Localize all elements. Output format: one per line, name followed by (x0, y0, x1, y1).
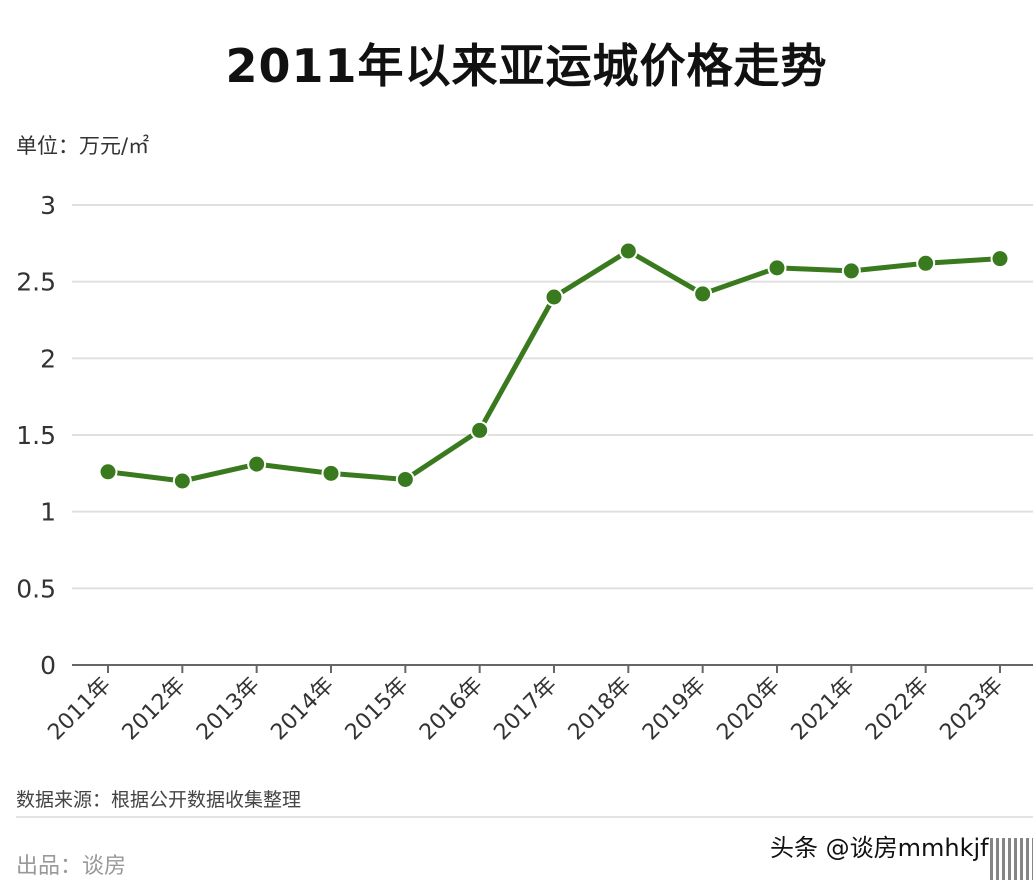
line-chart: 00.511.522.53 2011年 2012年 2013年 2014年 2015年 2… (16, 191, 1033, 745)
data-point (247, 454, 267, 474)
x-tick-label: 2015年 (341, 673, 414, 746)
qr-code-icon (990, 838, 1033, 880)
data-point (172, 471, 192, 491)
data-point (990, 249, 1010, 269)
data-point (321, 463, 341, 483)
data-point (395, 469, 415, 489)
y-tick-label: 1 (40, 498, 56, 527)
data-point (916, 253, 936, 273)
x-axis-ticks: 2011年 2012年 2013年 2014年 2015年 2016年 2017年 2018年… (43, 665, 1008, 745)
x-tick-label: 2020年 (712, 673, 785, 746)
x-tick-label: 2023年 (935, 673, 1008, 746)
data-point (98, 462, 118, 482)
y-tick-label: 1.5 (16, 421, 56, 450)
x-tick-label: 2017年 (489, 673, 562, 746)
chart-title: 2011年以来亚运城价格走势 (225, 39, 828, 93)
x-tick-label: 2016年 (415, 673, 488, 746)
data-points (98, 241, 1010, 491)
grid-lines (72, 204, 1033, 590)
x-tick-label: 2021年 (787, 673, 860, 746)
data-point (841, 261, 861, 281)
y-tick-label: 2 (40, 344, 56, 373)
watermark: 头条 @谈房mmhkjf (770, 834, 989, 862)
price-line (107, 248, 1001, 484)
x-tick-label: 2011年 (43, 673, 116, 746)
x-tick-label: 2018年 (564, 673, 637, 746)
x-tick-label: 2019年 (638, 673, 711, 746)
footer-divider (16, 816, 1033, 818)
x-tick-label: 2013年 (192, 673, 265, 746)
producer-label: 出品：谈房 (16, 854, 127, 879)
data-point (470, 420, 490, 440)
y-tick-label: 0.5 (16, 574, 56, 603)
y-axis-ticks: 0 0.5 1 1.5 2 2.5 3 (16, 191, 56, 680)
x-tick-label: 2022年 (861, 673, 934, 746)
data-point (618, 241, 638, 261)
data-point (767, 258, 787, 278)
data-source-note: 数据来源：根据公开数据收集整理 (16, 789, 302, 811)
y-tick-label: 0 (40, 651, 56, 680)
x-tick-label: 2012年 (118, 673, 191, 746)
y-tick-label: 2.5 (16, 268, 56, 297)
data-point (544, 287, 564, 307)
unit-label: 单位：万元/㎡ (16, 134, 150, 158)
x-tick-label: 2014年 (266, 673, 339, 746)
y-tick-label: 3 (40, 191, 56, 220)
data-point (693, 284, 713, 304)
